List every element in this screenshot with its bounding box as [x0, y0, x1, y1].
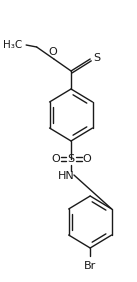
- Text: S: S: [93, 53, 100, 63]
- Text: S: S: [68, 154, 75, 164]
- Text: O: O: [48, 47, 57, 57]
- Text: O: O: [51, 154, 60, 164]
- Text: Br: Br: [84, 261, 96, 271]
- Text: O: O: [82, 154, 91, 164]
- Text: H₃C: H₃C: [3, 40, 22, 50]
- Text: HN: HN: [58, 171, 75, 181]
